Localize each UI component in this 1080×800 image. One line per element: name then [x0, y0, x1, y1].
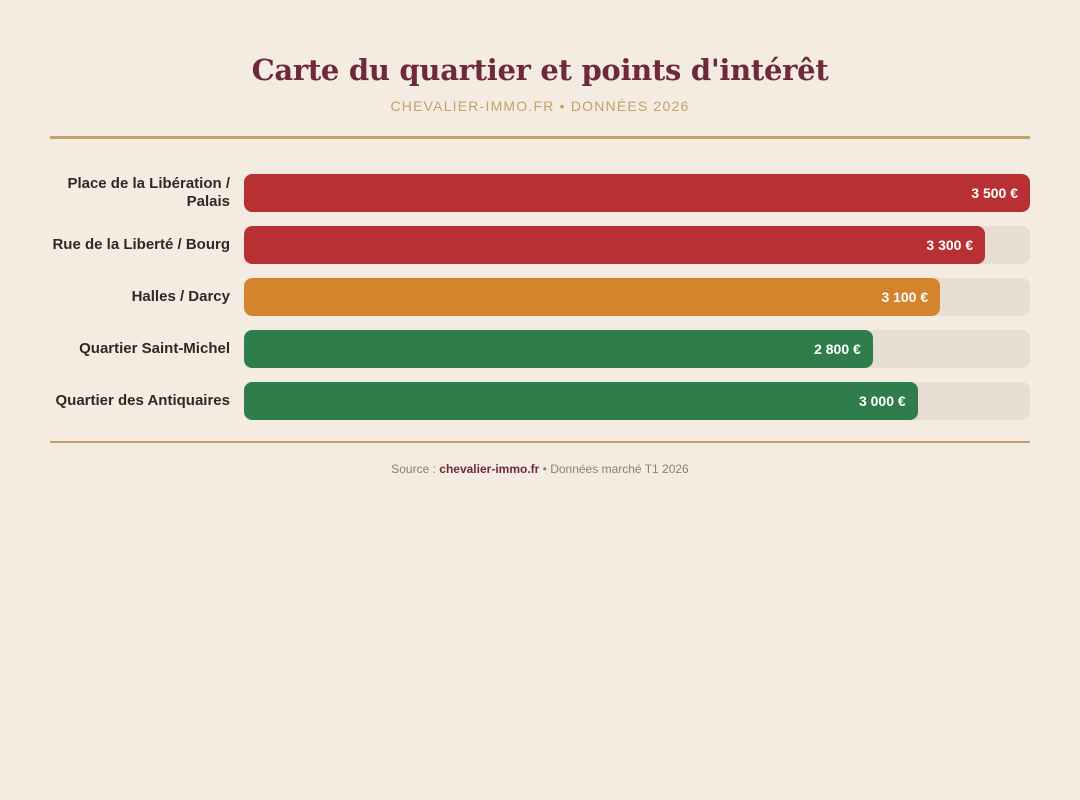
source-prefix: Source :	[391, 462, 440, 476]
bar-track: 3 000 €	[244, 382, 1030, 420]
top-divider	[50, 136, 1030, 139]
row-label: Quartier Saint-Michel	[79, 340, 230, 357]
source-suffix: • Données marché T1 2026	[539, 462, 689, 476]
chart-row: Place de la Libération / Palais 3 500 €	[50, 174, 1030, 212]
bar-track: 3 500 €	[244, 174, 1030, 212]
bar-track: 2 800 €	[244, 330, 1030, 368]
bar-track: 3 300 €	[244, 226, 1030, 264]
chart-row: Rue de la Liberté / Bourg 3 300 €	[50, 226, 1030, 264]
row-label: Quartier des Antiquaires	[55, 392, 231, 409]
bar-value: 3 300 €	[926, 237, 974, 253]
bottom-divider	[50, 441, 1030, 443]
row-label: Place de la Libération / Palais	[67, 175, 230, 210]
chart-row: Halles / Darcy 3 100 €	[50, 278, 1030, 316]
source-footer: Source : chevalier-immo.fr • Données mar…	[50, 462, 1030, 476]
bar: 3 100 €	[244, 278, 941, 316]
bar-value: 2 800 €	[814, 341, 861, 357]
bar-value: 3 500 €	[971, 185, 1018, 201]
bar-value: 3 100 €	[881, 289, 929, 305]
chart-row: Quartier Saint-Michel 2 800 €	[50, 330, 1030, 368]
bar-chart: Place de la Libération / Palais 3 500 € …	[50, 174, 1030, 420]
chart-container: Carte du quartier et points d'intérêt CH…	[50, 0, 1030, 476]
bar: 3 500 €	[244, 174, 1030, 212]
row-label: Rue de la Liberté / Bourg	[52, 236, 230, 253]
bar-track: 3 100 €	[244, 278, 1030, 316]
bar: 2 800 €	[244, 330, 873, 368]
row-label: Halles / Darcy	[131, 288, 230, 305]
page-title: Carte du quartier et points d'intérêt	[251, 53, 829, 87]
page-subtitle: CHEVALIER-IMMO.FR • DONNÉES 2026	[390, 98, 690, 114]
bar-value: 3 000 €	[858, 393, 906, 409]
source-link[interactable]: chevalier-immo.fr	[439, 462, 540, 476]
chart-row: Quartier des Antiquaires 3 000 €	[50, 382, 1030, 420]
bar: 3 300 €	[244, 226, 986, 264]
bar: 3 000 €	[244, 382, 918, 420]
